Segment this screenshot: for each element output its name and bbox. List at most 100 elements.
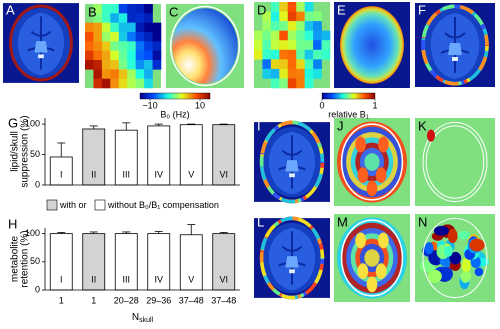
map-pixel (144, 69, 153, 79)
map-pixel (101, 69, 111, 79)
signal-blob (366, 276, 378, 293)
head-outline (340, 219, 404, 297)
brain-image (254, 217, 330, 299)
brain-image (254, 121, 330, 203)
y-tick-label: 0 (35, 179, 40, 189)
signal-ring (364, 153, 380, 171)
map-pixel (296, 78, 305, 89)
map-pixel (93, 4, 103, 14)
skull-segment (259, 120, 325, 204)
map-pixel (313, 59, 322, 70)
map-pixel (287, 40, 297, 51)
map-pixel (118, 41, 128, 51)
map-pixel (110, 13, 120, 23)
signal-blob (355, 136, 366, 153)
signal-blob (378, 136, 389, 153)
map-pixel (296, 21, 305, 31)
y-tick-label: 50 (30, 149, 40, 159)
colorbar-tick-label: 10 (195, 100, 205, 110)
map-pixel (85, 22, 94, 33)
b1-map (340, 6, 404, 84)
map-pixel (254, 49, 263, 60)
map-pixel (144, 13, 153, 23)
map-pixel (304, 59, 314, 70)
map-pixel (152, 32, 162, 42)
brain-image (415, 2, 495, 88)
legend-label: with or (59, 200, 87, 210)
map-pixel (287, 30, 297, 41)
map-pixel (101, 78, 111, 89)
map-pixel (279, 68, 289, 79)
map-pixel (262, 40, 272, 51)
map-pixel (127, 22, 136, 33)
x-tick-label: 37–48 (179, 295, 204, 305)
map-pixel (118, 32, 128, 42)
panel-label: A (6, 2, 15, 17)
map-pixel (304, 21, 314, 31)
residual-spot (427, 129, 435, 142)
map-pixel (296, 68, 305, 79)
map-pixel (152, 60, 162, 70)
map-pixel (85, 60, 94, 70)
residual-blob (474, 267, 484, 277)
map-pixel (118, 60, 128, 70)
map-pixel (127, 60, 136, 70)
map-pixel (85, 41, 94, 51)
map-pixel (313, 40, 322, 51)
map-pixel (135, 13, 145, 23)
map-pixel (270, 30, 280, 41)
map-pixel (270, 2, 280, 12)
x-axis-label: Nskull (132, 312, 154, 324)
bar-label: II (91, 274, 96, 284)
map-pixel (135, 78, 145, 89)
head-outline (425, 125, 485, 199)
map-pixel (135, 22, 145, 33)
map-pixel (118, 78, 128, 89)
residual-blob (443, 245, 453, 257)
y-tick-label: 50 (30, 256, 40, 266)
map-pixel (135, 69, 145, 79)
bar-label: V (188, 169, 194, 179)
map-pixel (287, 2, 297, 12)
map-pixel (279, 21, 289, 31)
panel-label: M (337, 214, 348, 229)
map-pixel (313, 30, 322, 41)
map-pixel (296, 40, 305, 51)
bar-label: III (122, 169, 130, 179)
map-pixel (127, 13, 136, 23)
map-pixel (101, 32, 111, 42)
map-pixel (144, 4, 153, 14)
map-pixel (279, 2, 289, 12)
map-pixel (101, 22, 111, 33)
map-pixel (93, 13, 103, 23)
residual-blob (447, 228, 458, 244)
head-outline (422, 121, 488, 203)
colorbar (139, 92, 211, 100)
signal-blob (378, 232, 389, 249)
map-pixel (296, 49, 305, 60)
map-pixel (144, 41, 153, 51)
head-outline (169, 5, 241, 87)
map-pixel (144, 22, 153, 33)
map-pixel (152, 41, 162, 51)
map-pixel (279, 40, 289, 51)
map-pixel (110, 69, 120, 79)
map-pixel (118, 50, 128, 61)
bar-label: V (188, 274, 194, 284)
map-pixel (304, 2, 314, 12)
x-tick-label: 1 (91, 295, 96, 305)
map-pixel (313, 49, 322, 60)
bar-label: IV (154, 274, 163, 284)
map-pixel (101, 41, 111, 51)
x-tick-label: 1 (59, 295, 64, 305)
signal-blob (357, 263, 369, 280)
map-pixel (144, 32, 153, 42)
panel-label: K (418, 118, 427, 133)
map-pixel (279, 78, 289, 89)
bar-label: VI (219, 169, 228, 179)
map-pixel (279, 30, 289, 41)
map-pixel (127, 41, 136, 51)
panel-label: D (257, 2, 266, 17)
y-tick-label: 100 (25, 118, 40, 128)
map-pixel (101, 4, 111, 14)
